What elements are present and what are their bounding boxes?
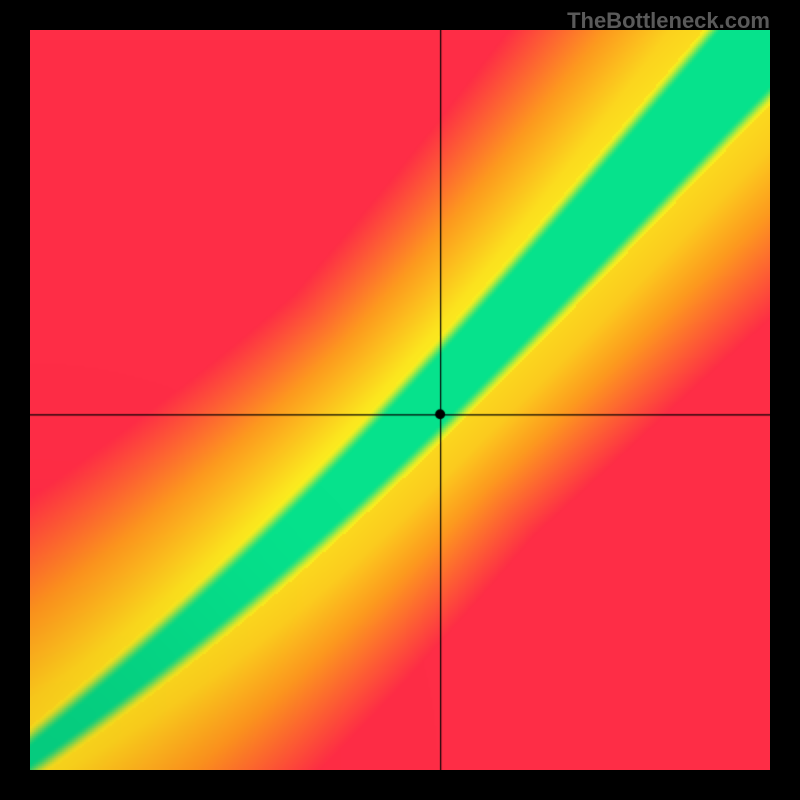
bottleneck-heatmap [30,30,770,770]
chart-root: TheBottleneck.com [0,0,800,800]
watermark-text: TheBottleneck.com [567,8,770,34]
